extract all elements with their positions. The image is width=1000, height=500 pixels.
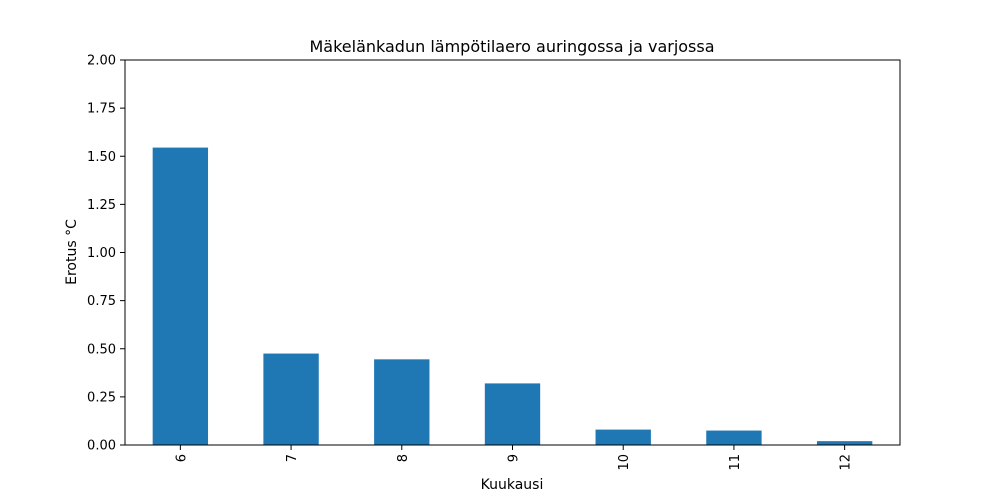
y-tick-label: 0.00 bbox=[87, 439, 116, 454]
bar-11 bbox=[706, 430, 762, 445]
x-tick-label: 8 bbox=[396, 454, 411, 462]
y-tick-label: 1.50 bbox=[87, 150, 116, 165]
x-tick-label: 9 bbox=[507, 454, 522, 462]
y-axis-label: Erotus °C bbox=[64, 219, 80, 285]
bar-6 bbox=[152, 147, 209, 445]
bar-12 bbox=[816, 441, 873, 445]
y-tick-label: 1.00 bbox=[87, 246, 116, 261]
x-tick-label: 6 bbox=[174, 454, 189, 462]
chart-title: Mäkelänkadun lämpötilaero auringossa ja … bbox=[309, 37, 714, 56]
bar-7 bbox=[263, 353, 319, 445]
x-axis: 6 7 8 9 10 11 12 bbox=[174, 445, 854, 471]
y-tick-label: 0.50 bbox=[87, 342, 116, 357]
y-tick-label: 0.25 bbox=[87, 390, 116, 405]
plot-frame bbox=[124, 59, 901, 446]
x-tick-label: 7 bbox=[285, 454, 300, 462]
y-tick-label: 0.75 bbox=[87, 294, 116, 309]
x-axis-label: Kuukausi bbox=[481, 477, 544, 493]
x-tick-label: 10 bbox=[617, 454, 632, 471]
y-tick-label: 1.75 bbox=[87, 102, 116, 117]
x-tick-label: 12 bbox=[839, 454, 854, 471]
bar-8 bbox=[374, 359, 430, 445]
y-tick-label: 1.25 bbox=[87, 198, 116, 213]
x-tick-label: 11 bbox=[728, 454, 743, 471]
y-tick-label: 2.00 bbox=[87, 54, 116, 69]
bar-10 bbox=[595, 429, 651, 445]
y-axis: 0.00 0.25 0.50 0.75 1.00 1.25 1.50 1.75 2.00 bbox=[87, 54, 125, 454]
bar-9 bbox=[484, 383, 541, 445]
bars bbox=[152, 147, 873, 445]
